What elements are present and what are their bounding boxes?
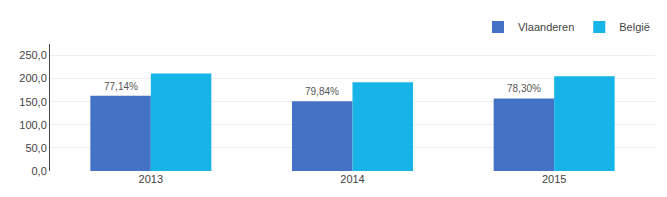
svg-text:250,0: 250,0 [19,49,47,61]
svg-text:0,0: 0,0 [32,165,47,177]
svg-text:77,14%: 77,14% [104,81,138,92]
svg-text:100,0: 100,0 [19,119,47,131]
svg-text:50,0: 50,0 [25,142,46,154]
svg-text:150,0: 150,0 [19,96,47,108]
svg-text:België: België [619,21,650,33]
svg-text:Vlaanderen: Vlaanderen [518,21,574,33]
svg-text:2014: 2014 [340,173,364,185]
svg-text:78,30%: 78,30% [507,83,541,94]
svg-text:2013: 2013 [139,173,163,185]
svg-text:200,0: 200,0 [19,72,47,84]
svg-text:2015: 2015 [542,173,566,185]
svg-text:79,84%: 79,84% [305,86,339,97]
